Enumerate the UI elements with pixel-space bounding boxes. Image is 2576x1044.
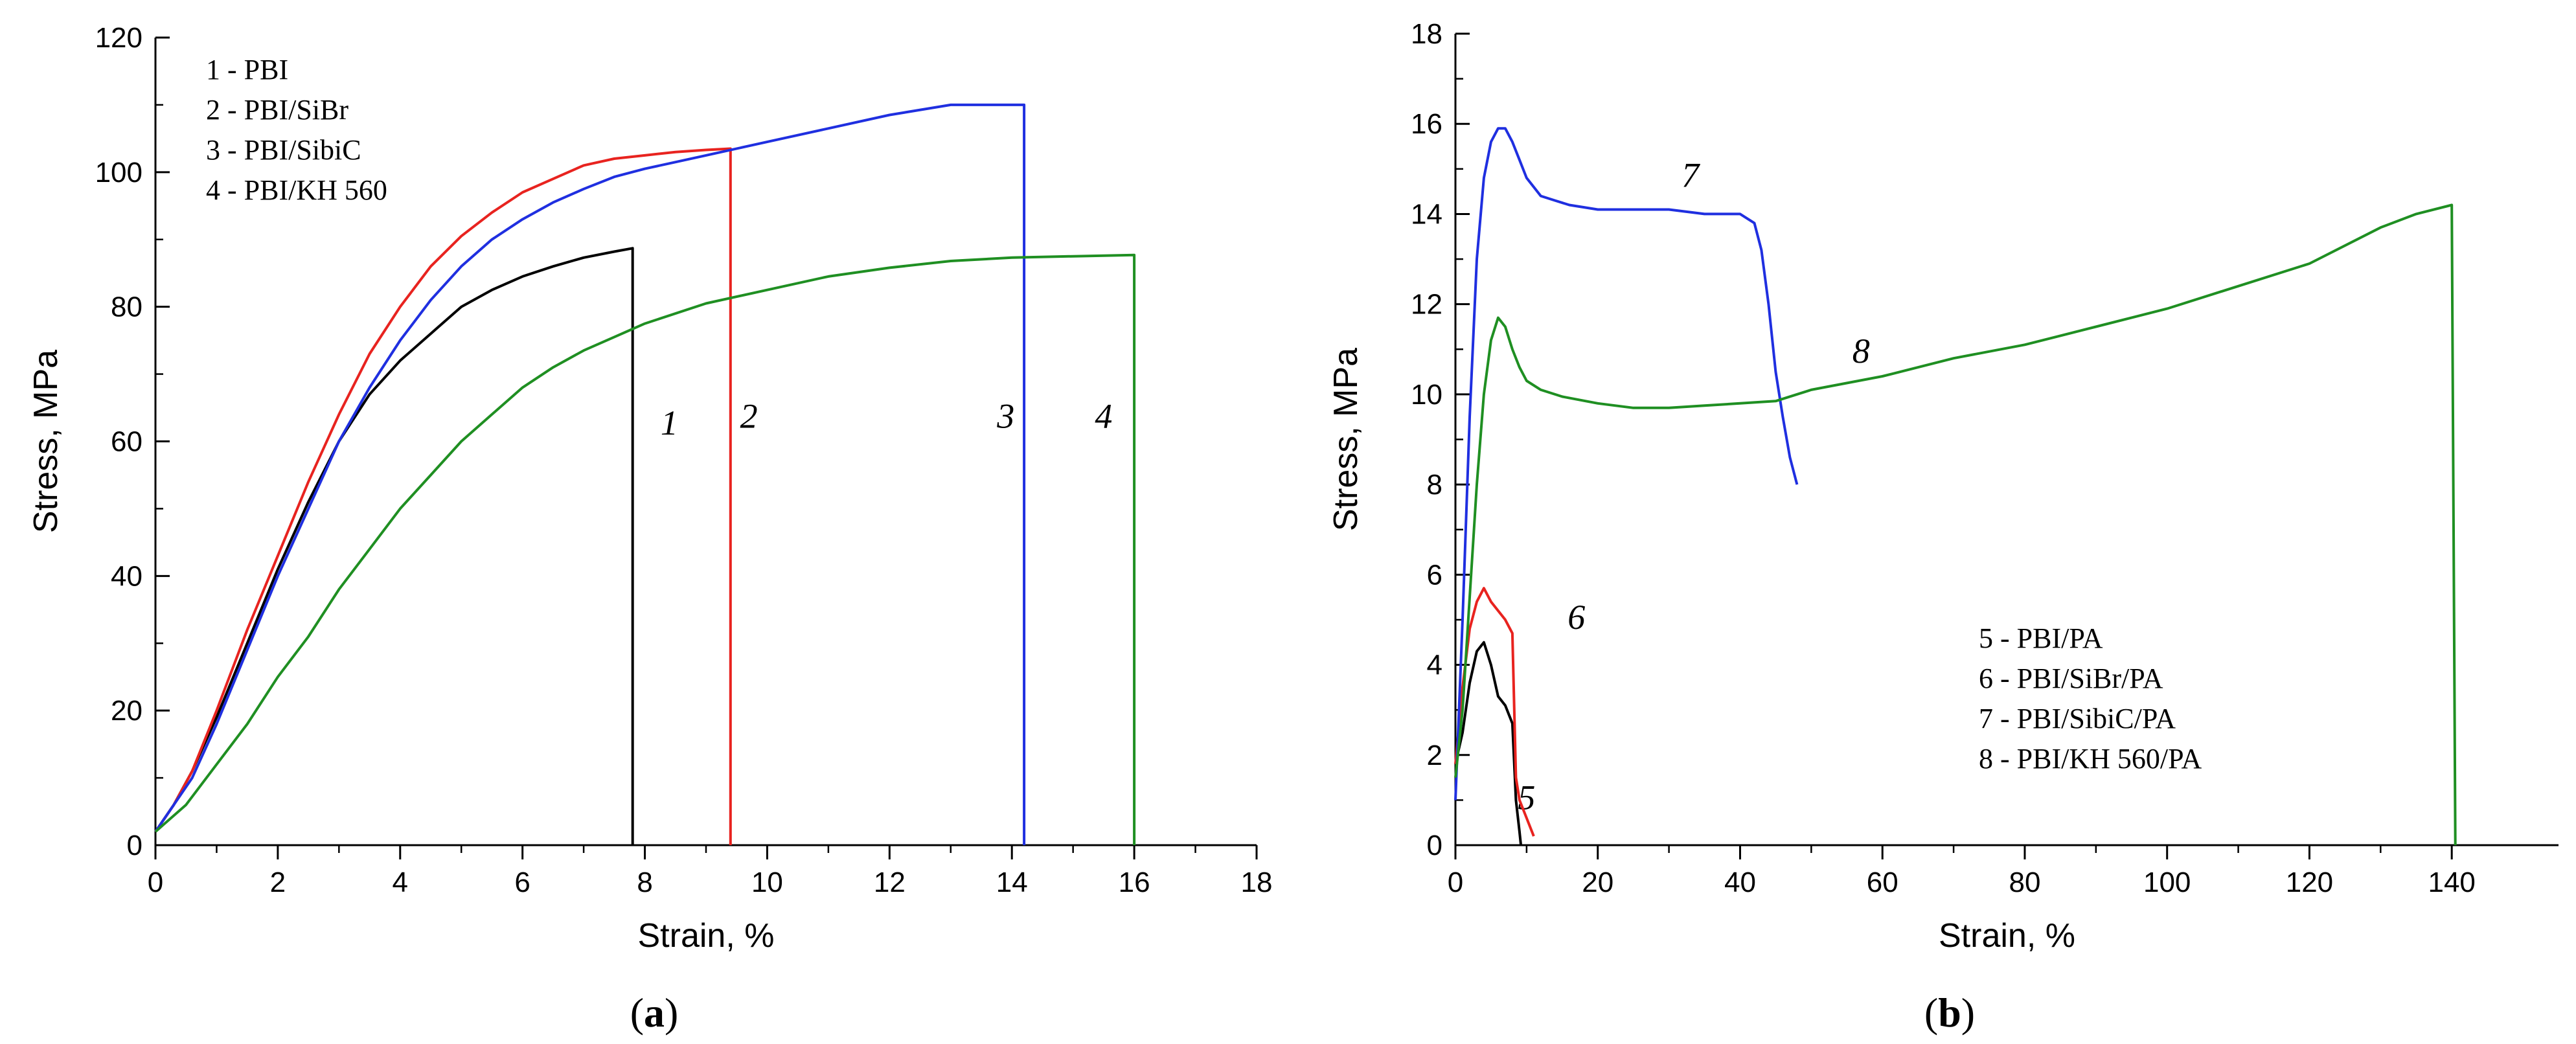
chart-b-y-tick-label: 4: [1427, 650, 1442, 681]
chart-a-x-tick-label: 6: [514, 867, 530, 898]
chart-a-legend-item: 4 - PBI/KH 560: [206, 174, 387, 206]
chart-b-y-tick-label: 16: [1411, 108, 1442, 140]
chart-a-curve-label-1: 1: [661, 403, 678, 442]
chart-a-curve-label-4: 4: [1095, 397, 1112, 436]
chart-a-y-tick-label: 100: [95, 157, 142, 188]
chart-a-y-tick-label: 60: [111, 426, 142, 458]
chart-b-y-tick-label: 0: [1427, 830, 1442, 861]
chart-b-y-tick-label: 12: [1411, 289, 1442, 321]
chart-b-x-tick-label: 0: [1448, 867, 1463, 898]
chart-b-curve-label-6: 6: [1567, 598, 1585, 637]
chart-a-series-line-4: [154, 253, 1136, 845]
chart-b-series-line-7: [1454, 127, 1799, 800]
chart-b-legend-item: 8 - PBI/KH 560/PA: [1979, 743, 2202, 775]
chart-b-legend-item: 7 - PBI/SibiC/PA: [1979, 703, 2176, 734]
chart-b-curve-label-8: 8: [1852, 332, 1870, 370]
chart-b-legend-item: 6 - PBI/SiBr/PA: [1979, 663, 2163, 694]
chart-a-x-tick-label: 0: [148, 867, 163, 898]
chart-a-panel-label: (a): [630, 990, 679, 1036]
chart-b-legend-item: 5 - PBI/PA: [1979, 622, 2103, 654]
chart-b-curve-label-5: 5: [1518, 778, 1535, 817]
chart-a-legend-item: 2 - PBI/SiBr: [206, 94, 348, 126]
chart-a-x-tick-label: 12: [874, 867, 906, 898]
chart-a-legend: 1 - PBI 2 - PBI/SiBr 3 - PBI/SibiC 4 - P…: [206, 54, 387, 206]
chart-a-y-tick-label: 0: [127, 830, 142, 861]
chart-b-panel-label: (b): [1924, 990, 1975, 1036]
chart-a-x-tick-label: 16: [1119, 867, 1150, 898]
chart-b-legend: 5 - PBI/PA 6 - PBI/SiBr/PA 7 - PBI/SibiC…: [1979, 622, 2202, 775]
chart-b-x-tick-label: 40: [1724, 867, 1756, 898]
chart-b-x-tick-label: 20: [1582, 867, 1613, 898]
chart-a-curve-label-2: 2: [740, 397, 758, 436]
chart-b-y-tick-label: 10: [1411, 379, 1442, 411]
chart-panel-b: 0 2 4 6 8 10 12 14 16 18 0 20 40 60 80 100 120 140 5 6 7 8 S…: [1327, 18, 2559, 1036]
chart-b-axes: 0 2 4 6 8 10 12 14 16 18 0 20 40 60 80 100 120 140: [1411, 18, 2559, 898]
chart-a-series-line-2: [154, 147, 732, 845]
chart-a-y-tick-label: 40: [111, 560, 142, 592]
chart-a-legend-item: 1 - PBI: [206, 54, 288, 85]
chart-b-x-tick-label: 60: [1867, 867, 1898, 898]
chart-b-series-line-6: [1454, 587, 1535, 837]
chart-b-y-tick-label: 6: [1427, 559, 1442, 591]
chart-b-x-tick-label: 120: [2286, 867, 2333, 898]
chart-a-y-tick-label: 20: [111, 695, 142, 727]
chart-a-x-tick-label: 10: [751, 867, 783, 898]
chart-a-y-axis-title: Stress, MPa: [27, 350, 65, 533]
chart-a-x-tick-label: 14: [996, 867, 1028, 898]
chart-a-x-tick-label: 2: [270, 867, 286, 898]
chart-a-series-line-1: [154, 247, 634, 845]
chart-b-series-line-5: [1454, 641, 1523, 846]
chart-a-x-tick-label: 4: [393, 867, 408, 898]
chart-a-x-tick-label: 8: [637, 867, 652, 898]
chart-a-y-tick-label: 120: [95, 22, 142, 54]
chart-a-x-axis-title: Strain, %: [638, 917, 775, 955]
chart-b-series-line-8: [1454, 203, 2457, 846]
chart-b-y-tick-label: 14: [1411, 198, 1442, 230]
chart-b-x-axis-title: Strain, %: [1939, 917, 2075, 955]
chart-b-curve-label-7: 7: [1681, 156, 1700, 195]
chart-b-y-tick-label: 8: [1427, 469, 1442, 501]
chart-b-y-tick-label: 2: [1427, 740, 1442, 771]
chart-b-x-tick-label: 140: [2428, 867, 2475, 898]
chart-b-y-axis-title: Stress, MPa: [1327, 348, 1365, 531]
chart-b-series: 5 6 7 8: [1454, 127, 2457, 846]
chart-b-y-tick-label: 18: [1411, 18, 1442, 50]
chart-b-x-tick-label: 80: [2009, 867, 2040, 898]
chart-a-curve-label-3: 3: [996, 397, 1014, 436]
chart-a-series-line-3: [154, 103, 1026, 845]
chart-a-legend-item: 3 - PBI/SibiC: [206, 134, 361, 166]
chart-a-series: 1 2 3 4: [154, 103, 1136, 845]
chart-a-y-tick-label: 80: [111, 291, 142, 323]
chart-b-x-tick-label: 100: [2143, 867, 2191, 898]
chart-a-x-tick-label: 18: [1241, 867, 1273, 898]
